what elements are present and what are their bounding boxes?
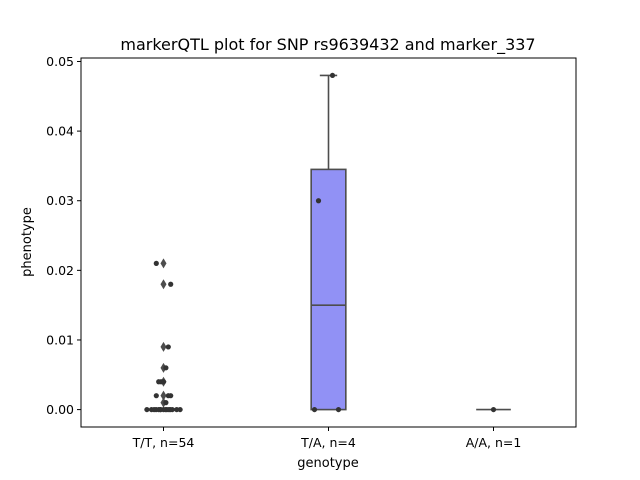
data-point [490, 406, 497, 413]
outlier-marker [160, 341, 167, 352]
outlier-marker [160, 279, 167, 290]
outlier-marker [160, 390, 167, 401]
data-point [165, 393, 171, 399]
y-tick-label: 0.00 [46, 402, 74, 417]
x-tick-label: A/A, n=1 [466, 435, 522, 450]
data-point [163, 400, 169, 406]
data-point [335, 406, 342, 413]
y-axis-label: phenotype [20, 207, 35, 277]
x-axis-label: genotype [297, 456, 358, 471]
outlier-marker [160, 258, 167, 269]
data-point [156, 406, 162, 413]
plot-frame [80, 57, 577, 428]
data-point [168, 281, 174, 287]
axes-layer: 0.00 0.01 0.02 0.03 0.04 0.05 T/T, n=54 T/A, n=… [46, 54, 521, 450]
chart-title: markerQTL plot for SNP rs9639432 and mar… [120, 35, 535, 55]
x-tick-label: T/A, n=4 [300, 435, 356, 450]
data-point [169, 406, 175, 413]
data-point [153, 393, 159, 399]
data-point [315, 198, 322, 204]
y-tick-label: 0.05 [46, 54, 74, 69]
x-tick-label: T/T, n=54 [132, 435, 195, 450]
y-tick-label: 0.02 [46, 263, 74, 278]
data-point [311, 406, 318, 413]
data-point [177, 406, 183, 413]
y-tick-label: 0.04 [46, 124, 74, 139]
data-point [163, 365, 169, 371]
data-point [329, 72, 336, 79]
data-point [156, 379, 162, 385]
data-point [151, 406, 157, 413]
data-point [144, 406, 150, 413]
box [310, 168, 347, 411]
data-point [165, 344, 171, 350]
marks-layer [144, 72, 511, 413]
y-tick-label: 0.01 [46, 332, 74, 347]
y-tick-label: 0.03 [46, 193, 74, 208]
data-point [153, 260, 159, 266]
